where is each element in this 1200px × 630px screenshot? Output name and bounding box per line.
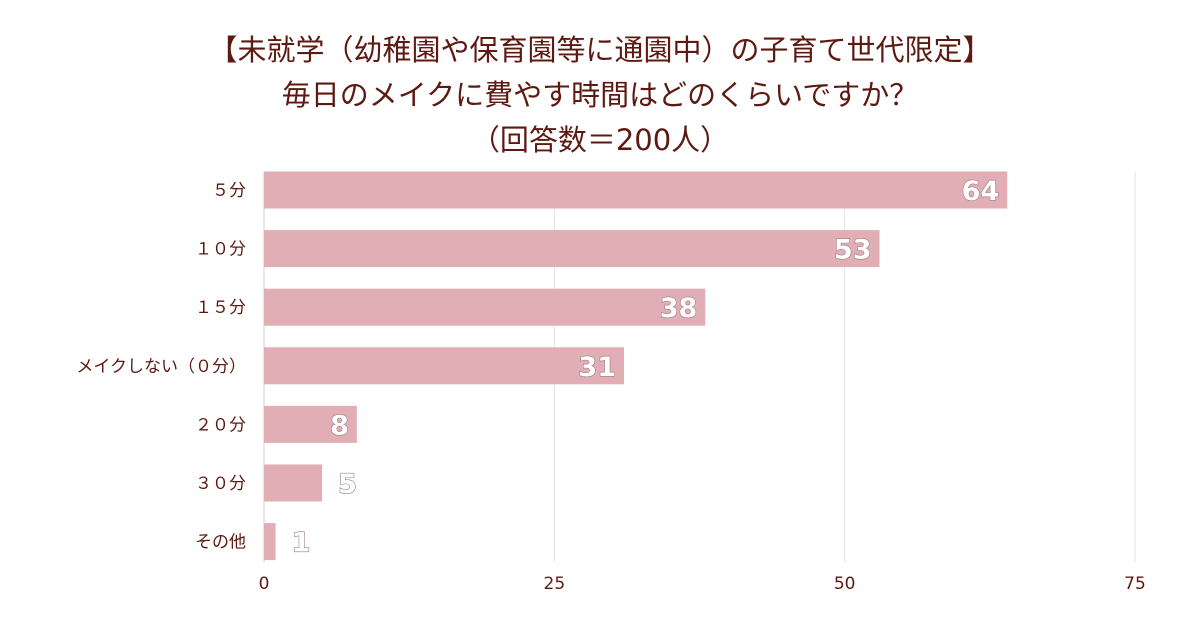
chart-title-line-2: 毎日のメイクに費やす時間はどのくらいですか？ xyxy=(281,78,919,112)
category-label-1: ５分 xyxy=(212,181,246,201)
chart-title: 【未就学（幼稚園や保育園等に通園中）の子育て世代限定】 毎日のメイクに費やす時間… xyxy=(0,28,1200,163)
bar-2 xyxy=(264,230,880,268)
value-label-5: 8 xyxy=(330,410,349,441)
x-tick-label-75: 75 xyxy=(1124,574,1146,594)
bar-1 xyxy=(264,171,1008,209)
category-label-2: １０分 xyxy=(195,240,246,260)
value-label-7: 1 xyxy=(292,528,311,559)
category-label-3: １５分 xyxy=(195,298,246,318)
x-tick-label-25: 25 xyxy=(544,574,566,594)
x-tick-label-50: 50 xyxy=(834,574,856,594)
value-label-3: 38 xyxy=(660,293,698,324)
bar-3 xyxy=(264,288,706,326)
chart-title-line-3: （回答数＝200人） xyxy=(470,123,730,157)
value-label-4: 31 xyxy=(578,352,616,383)
value-label-1: 64 xyxy=(962,176,1000,207)
category-label-7: その他 xyxy=(195,533,246,553)
value-label-2: 53 xyxy=(834,235,872,266)
category-label-4: メイクしない（０分） xyxy=(76,357,246,377)
category-label-6: ３０分 xyxy=(195,474,246,494)
bar-4 xyxy=(264,347,625,385)
chart-title-line-1: 【未就学（幼稚園や保育園等に通園中）の子育て世代限定】 xyxy=(208,33,992,67)
bar-5 xyxy=(264,405,357,443)
x-tick-label-0: 0 xyxy=(259,574,270,594)
value-label-6: 5 xyxy=(338,469,357,500)
category-label-5: ２０分 xyxy=(195,415,246,435)
bar-7 xyxy=(264,523,276,561)
bar-6 xyxy=(264,464,323,502)
